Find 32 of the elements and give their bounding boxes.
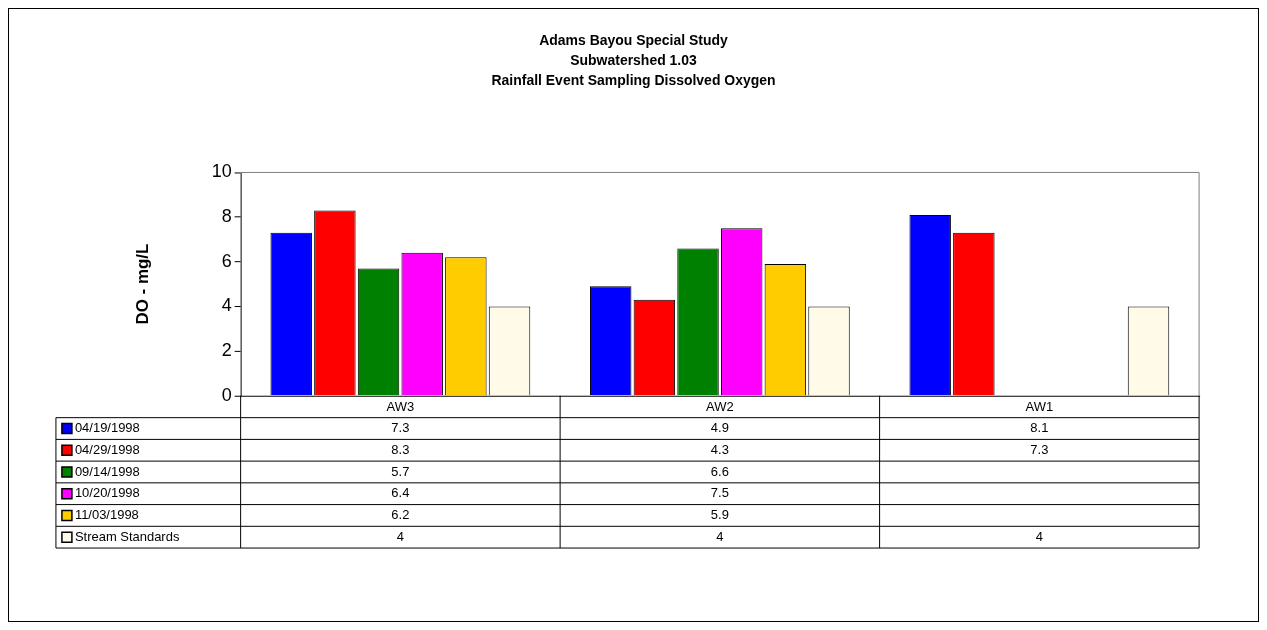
y-tick-label: 10	[211, 161, 232, 182]
data-label: 8.1	[1030, 420, 1049, 436]
data-label: 5.7	[391, 463, 410, 479]
data-label: 7.5	[710, 485, 729, 501]
data-label: 4.3	[710, 441, 729, 457]
x-tick-label: AW1	[1025, 399, 1054, 415]
data-label: 4.9	[710, 420, 729, 436]
legend-label: 10/20/1998	[74, 485, 140, 501]
y-tick-label: 0	[221, 384, 232, 405]
data-label: 6.4	[391, 485, 410, 501]
data-label: 5.9	[710, 507, 729, 523]
x-tick-label: AW3	[386, 399, 415, 415]
legend-label: 04/19/1998	[74, 420, 140, 436]
data-label: 6.2	[391, 507, 410, 523]
y-tick-label: 8	[221, 206, 232, 227]
data-label: 4	[716, 528, 724, 544]
legend-label: Stream Standards	[74, 528, 180, 544]
data-label: 7.3	[391, 420, 410, 436]
y-tick-label: 6	[221, 250, 232, 271]
data-label: 6.6	[710, 463, 729, 479]
chart-title: Adams Bayou Special Study Subwatershed 1.03 Rainfall Event Sampling Dissolved Oxygen	[491, 31, 776, 88]
legend-label: 11/03/1998	[74, 507, 139, 523]
data-label: 4	[1035, 528, 1043, 544]
y-tick-label: 2	[221, 340, 232, 361]
data-label: 8.3	[391, 441, 410, 457]
legend-label: 09/14/1998	[74, 463, 140, 479]
legend-label: 04/29/1998	[74, 441, 140, 457]
data-label: 7.3	[1030, 441, 1049, 457]
y-tick-label: 4	[221, 295, 232, 316]
data-label: 4	[396, 528, 404, 544]
x-tick-label: AW2	[706, 399, 734, 415]
y-axis-title: DO - mg/L	[132, 243, 152, 325]
